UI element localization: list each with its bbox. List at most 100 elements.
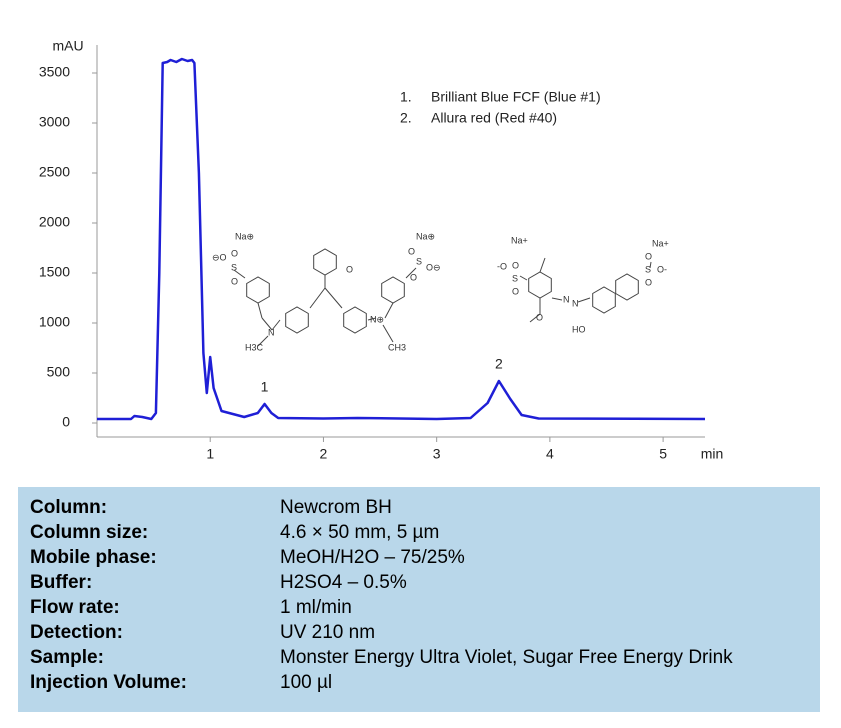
y-tick-label: 1000: [39, 314, 70, 330]
atom-label: O-: [657, 264, 667, 274]
ring: [381, 276, 405, 304]
atom-label: O: [645, 277, 652, 287]
atom-label: S: [416, 256, 422, 266]
parameter-value: 4.6 × 50 mm, 5 µm: [280, 521, 440, 543]
y-tick-label: 2000: [39, 214, 70, 230]
bond: [309, 287, 326, 309]
chart: mAU min 1. Brilliant Blue FCF (Blue #1) …: [39, 38, 724, 462]
x-tick-label: 2: [320, 446, 328, 462]
parameter-name: Injection Volume:: [30, 671, 187, 693]
bond: [257, 335, 269, 347]
ring: [592, 286, 616, 314]
bond: [271, 319, 281, 331]
atom-label: S: [645, 264, 651, 274]
ring: [246, 276, 270, 304]
atom-label: O: [231, 276, 238, 286]
legend-number: 2.: [400, 110, 412, 126]
bond: [382, 324, 394, 343]
atom-label: N: [268, 327, 275, 337]
table-row: Detection: UV 210 nm: [30, 620, 733, 645]
legend-name: Allura red (Red #40): [431, 110, 557, 126]
atom-label: O: [512, 260, 519, 270]
atom-label: N: [563, 294, 570, 304]
bond: [367, 317, 377, 321]
method-table: Column: Newcrom BH Column size: 4.6 × 50 mm…: [18, 487, 820, 712]
y-tick-label: 500: [47, 364, 71, 380]
legend-name: Brilliant Blue FCF (Blue #1): [431, 89, 601, 105]
bond: [233, 269, 246, 279]
y-tick-label: 0: [62, 414, 70, 430]
parameter-value: 1 ml/min: [280, 596, 352, 618]
parameter-name: Sample:: [30, 646, 104, 668]
x-axis-label: min: [701, 446, 724, 462]
ring: [285, 306, 309, 334]
atom-label: Na+: [652, 238, 669, 248]
bond: [384, 302, 394, 319]
table-row: Sample: Monster Energy Ultra Violet, Suga…: [30, 645, 733, 670]
parameter-value: 100 µl: [280, 671, 333, 693]
atom-label: O: [536, 312, 543, 322]
atom-label: S: [231, 262, 237, 272]
parameter-value: MeOH/H2O – 75/25%: [280, 546, 465, 568]
table: Column: Newcrom BH Column size: 4.6 × 50 mm…: [30, 495, 733, 695]
legend: 1. Brilliant Blue FCF (Blue #1) 2. Allur…: [400, 89, 601, 126]
ring: [615, 273, 639, 301]
table-row: Mobile phase: MeOH/H2O – 75/25%: [30, 545, 733, 570]
atom-label: O: [645, 251, 652, 261]
bond: [519, 275, 528, 281]
table-row: Injection Volume: 100 µl: [30, 670, 733, 695]
atom-label: CH3: [388, 342, 406, 352]
bond: [529, 313, 541, 323]
parameter-name: Column:: [30, 496, 108, 518]
y-tick-label: 2500: [39, 164, 70, 180]
table-row: Buffer: H2SO4 – 0.5%: [30, 570, 733, 595]
bond: [649, 261, 652, 269]
y-axis-label: mAU: [52, 38, 83, 54]
parameter-value: Monster Energy Ultra Violet, Sugar Free …: [280, 646, 733, 668]
parameter-value: H2SO4 – 0.5%: [280, 571, 407, 593]
ring: [343, 306, 367, 334]
legend-number: 1.: [400, 89, 412, 105]
y-tick-label: 3000: [39, 114, 70, 130]
parameter-name: Flow rate:: [30, 596, 120, 618]
atom-label: HO: [572, 324, 586, 334]
bond: [551, 297, 563, 301]
atom-label: O: [512, 286, 519, 296]
atom-label: O: [410, 272, 417, 282]
parameter-name: Buffer:: [30, 571, 93, 593]
bond: [324, 287, 343, 309]
atom-label: Na+: [511, 235, 528, 245]
structure-brilliant-blue: Na⊕ ⊖O S O O N H3C Na⊕ O S O O⊖ O N⊕ CH3: [212, 231, 441, 352]
atom-label: O: [231, 248, 238, 258]
ring: [313, 248, 337, 276]
atom-label: O: [408, 246, 415, 256]
structure-allura-red: Na+ -O S O O N N O HO Na+ S O- O O: [497, 235, 669, 334]
parameter-value: Newcrom BH: [280, 496, 392, 518]
atom-label: Na⊕: [235, 231, 254, 241]
peak-label: 2: [495, 356, 503, 372]
trace: [97, 57, 706, 421]
atom-label: S: [512, 273, 518, 283]
bond: [405, 267, 417, 279]
x-tick-label: 5: [659, 446, 667, 462]
parameter-name: Mobile phase:: [30, 546, 157, 568]
atom-label: H3C: [245, 342, 264, 352]
table-row: Column: Newcrom BH: [30, 495, 733, 520]
bond: [261, 317, 273, 331]
peak-label: 1: [261, 379, 269, 395]
table-row: Flow rate: 1 ml/min: [30, 595, 733, 620]
y-tick-label: 3500: [39, 64, 70, 80]
bond: [257, 302, 263, 319]
parameter-name: Detection:: [30, 621, 123, 643]
parameter-value: UV 210 nm: [280, 621, 376, 643]
atom-label: O⊖: [426, 262, 441, 272]
atom-label: Na⊕: [416, 231, 435, 241]
atom-label: -O: [497, 261, 507, 271]
table-row: Column size: 4.6 × 50 mm, 5 µm: [30, 520, 733, 545]
atom-label: N: [572, 298, 579, 308]
atom-label: N⊕: [370, 314, 384, 324]
ring: [528, 271, 552, 299]
x-tick-label: 3: [433, 446, 441, 462]
x-tick-label: 4: [546, 446, 554, 462]
